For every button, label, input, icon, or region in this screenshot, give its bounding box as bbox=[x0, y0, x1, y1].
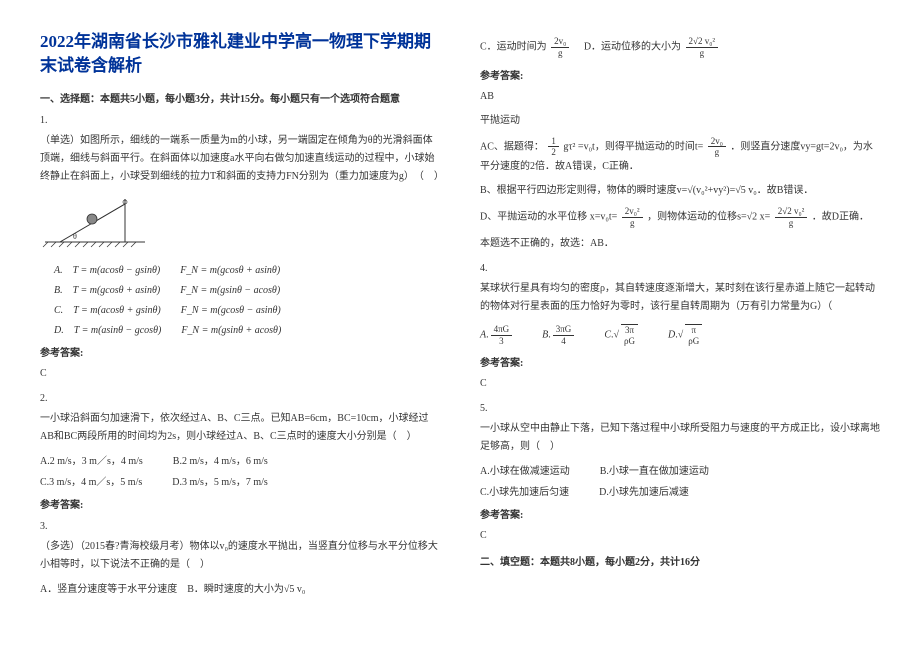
q3-answer2: 平抛运动 bbox=[480, 112, 880, 130]
q1-answer-label: 参考答案: bbox=[40, 344, 440, 359]
q3-number: 3. bbox=[40, 521, 440, 532]
q3-explain-end: 本题选不正确的，故选：AB． bbox=[480, 235, 880, 253]
q2-options-row1: A.2 m/s，3 m／s，4 m/s B.2 m/s，4 m/s，6 m/s bbox=[40, 452, 440, 467]
q5-answer-label: 参考答案: bbox=[480, 506, 880, 521]
right-column: C．运动时间为 2v₀g D．运动位移的大小为 2√2 v₀²g 参考答案: A… bbox=[480, 30, 880, 601]
q2-options-row2: C.3 m/s，4 m／s，5 m/s D.3 m/s，5 m/s，7 m/s bbox=[40, 473, 440, 488]
q4-text: 某球状行星具有均匀的密度ρ，其自转速度逐渐增大，某时刻在该行星赤道上随它一起转动… bbox=[480, 280, 880, 316]
q2-answer-label: 参考答案: bbox=[40, 496, 440, 511]
q1-opt-b: B. T = m(gcosθ + asinθ) F_N = m(gsinθ − … bbox=[54, 281, 440, 296]
q1-opt-d: D. T = m(asinθ − gcosθ) F_N = m(gsinθ + … bbox=[54, 321, 440, 336]
q3-explain-b: B、根据平行四边形定则得，物体的瞬时速度v=√(v₀²+vy²)=√5 v₀．故… bbox=[480, 182, 880, 200]
q1-answer: C bbox=[40, 365, 440, 383]
q5-answer: C bbox=[480, 527, 880, 545]
q3-text: （多选）（2015春?青海校级月考）物体以v₀的速度水平抛出，当竖直分位移与水平… bbox=[40, 538, 440, 574]
q3-explain-ac: AC、据题得： 12 gτ² =v₀t，则得平抛运动的时间t= 2v₀g ．则竖… bbox=[480, 136, 880, 177]
q4-number: 4. bbox=[480, 263, 880, 274]
left-column: 2022年湖南省长沙市雅礼建业中学高一物理下学期期末试卷含解析 一、选择题：本题… bbox=[40, 30, 440, 601]
section-2-heading: 二、填空题：本题共8小题，每小题2分，共计16分 bbox=[480, 553, 880, 568]
q5-number: 5. bbox=[480, 403, 880, 414]
q3-answer-label: 参考答案: bbox=[480, 67, 880, 82]
q4-options: A.4πG3 B.3πG4 C.√3πρG D.√πρG bbox=[480, 324, 880, 347]
q2-text: 一小球沿斜面匀加速滑下，依次经过A、B、C三点。已知AB=6cm，BC=10cm… bbox=[40, 410, 440, 446]
q1-number: 1. bbox=[40, 115, 440, 126]
q5-opts-row1: A.小球在做减速运动 B.小球一直在做加速运动 bbox=[480, 462, 880, 477]
q1-opt-c: C. T = m(acosθ + gsinθ) F_N = m(gcosθ − … bbox=[54, 301, 440, 316]
q1-opt-a: A. T = m(acosθ − gsinθ) F_N = m(gcosθ + … bbox=[54, 261, 440, 276]
q1-diagram: θ bbox=[40, 192, 440, 255]
q5-opts-row2: C.小球先加速后匀速 D.小球先加速后减速 bbox=[480, 483, 880, 498]
q4-answer-label: 参考答案: bbox=[480, 354, 880, 369]
q5-text: 一小球从空中由静止下落，已知下落过程中小球所受阻力与速度的平方成正比，设小球离地… bbox=[480, 420, 880, 456]
q3-explain-d: D、平抛运动的水平位移 x=v₀t= 2v₀²g ，则物体运动的位移s=√2 x… bbox=[480, 206, 880, 229]
q4-answer: C bbox=[480, 375, 880, 393]
q2-number: 2. bbox=[40, 393, 440, 404]
q3-opt-c-d: C．运动时间为 2v₀g D．运动位移的大小为 2√2 v₀²g bbox=[480, 36, 880, 59]
q3-opt-a-b: A．竖直分速度等于水平分速度 B．瞬时速度的大小为√5 v₀ bbox=[40, 580, 440, 595]
svg-text:θ: θ bbox=[73, 232, 77, 241]
section-1-heading: 一、选择题：本题共5小题，每小题3分，共计15分。每小题只有一个选项符合题意 bbox=[40, 90, 440, 105]
q1-text: （单选）如图所示，细线的一端系一质量为m的小球，另一端固定在倾角为θ的光滑斜面体… bbox=[40, 132, 440, 186]
q3-answer: AB bbox=[480, 88, 880, 106]
exam-title: 2022年湖南省长沙市雅礼建业中学高一物理下学期期末试卷含解析 bbox=[40, 30, 440, 78]
